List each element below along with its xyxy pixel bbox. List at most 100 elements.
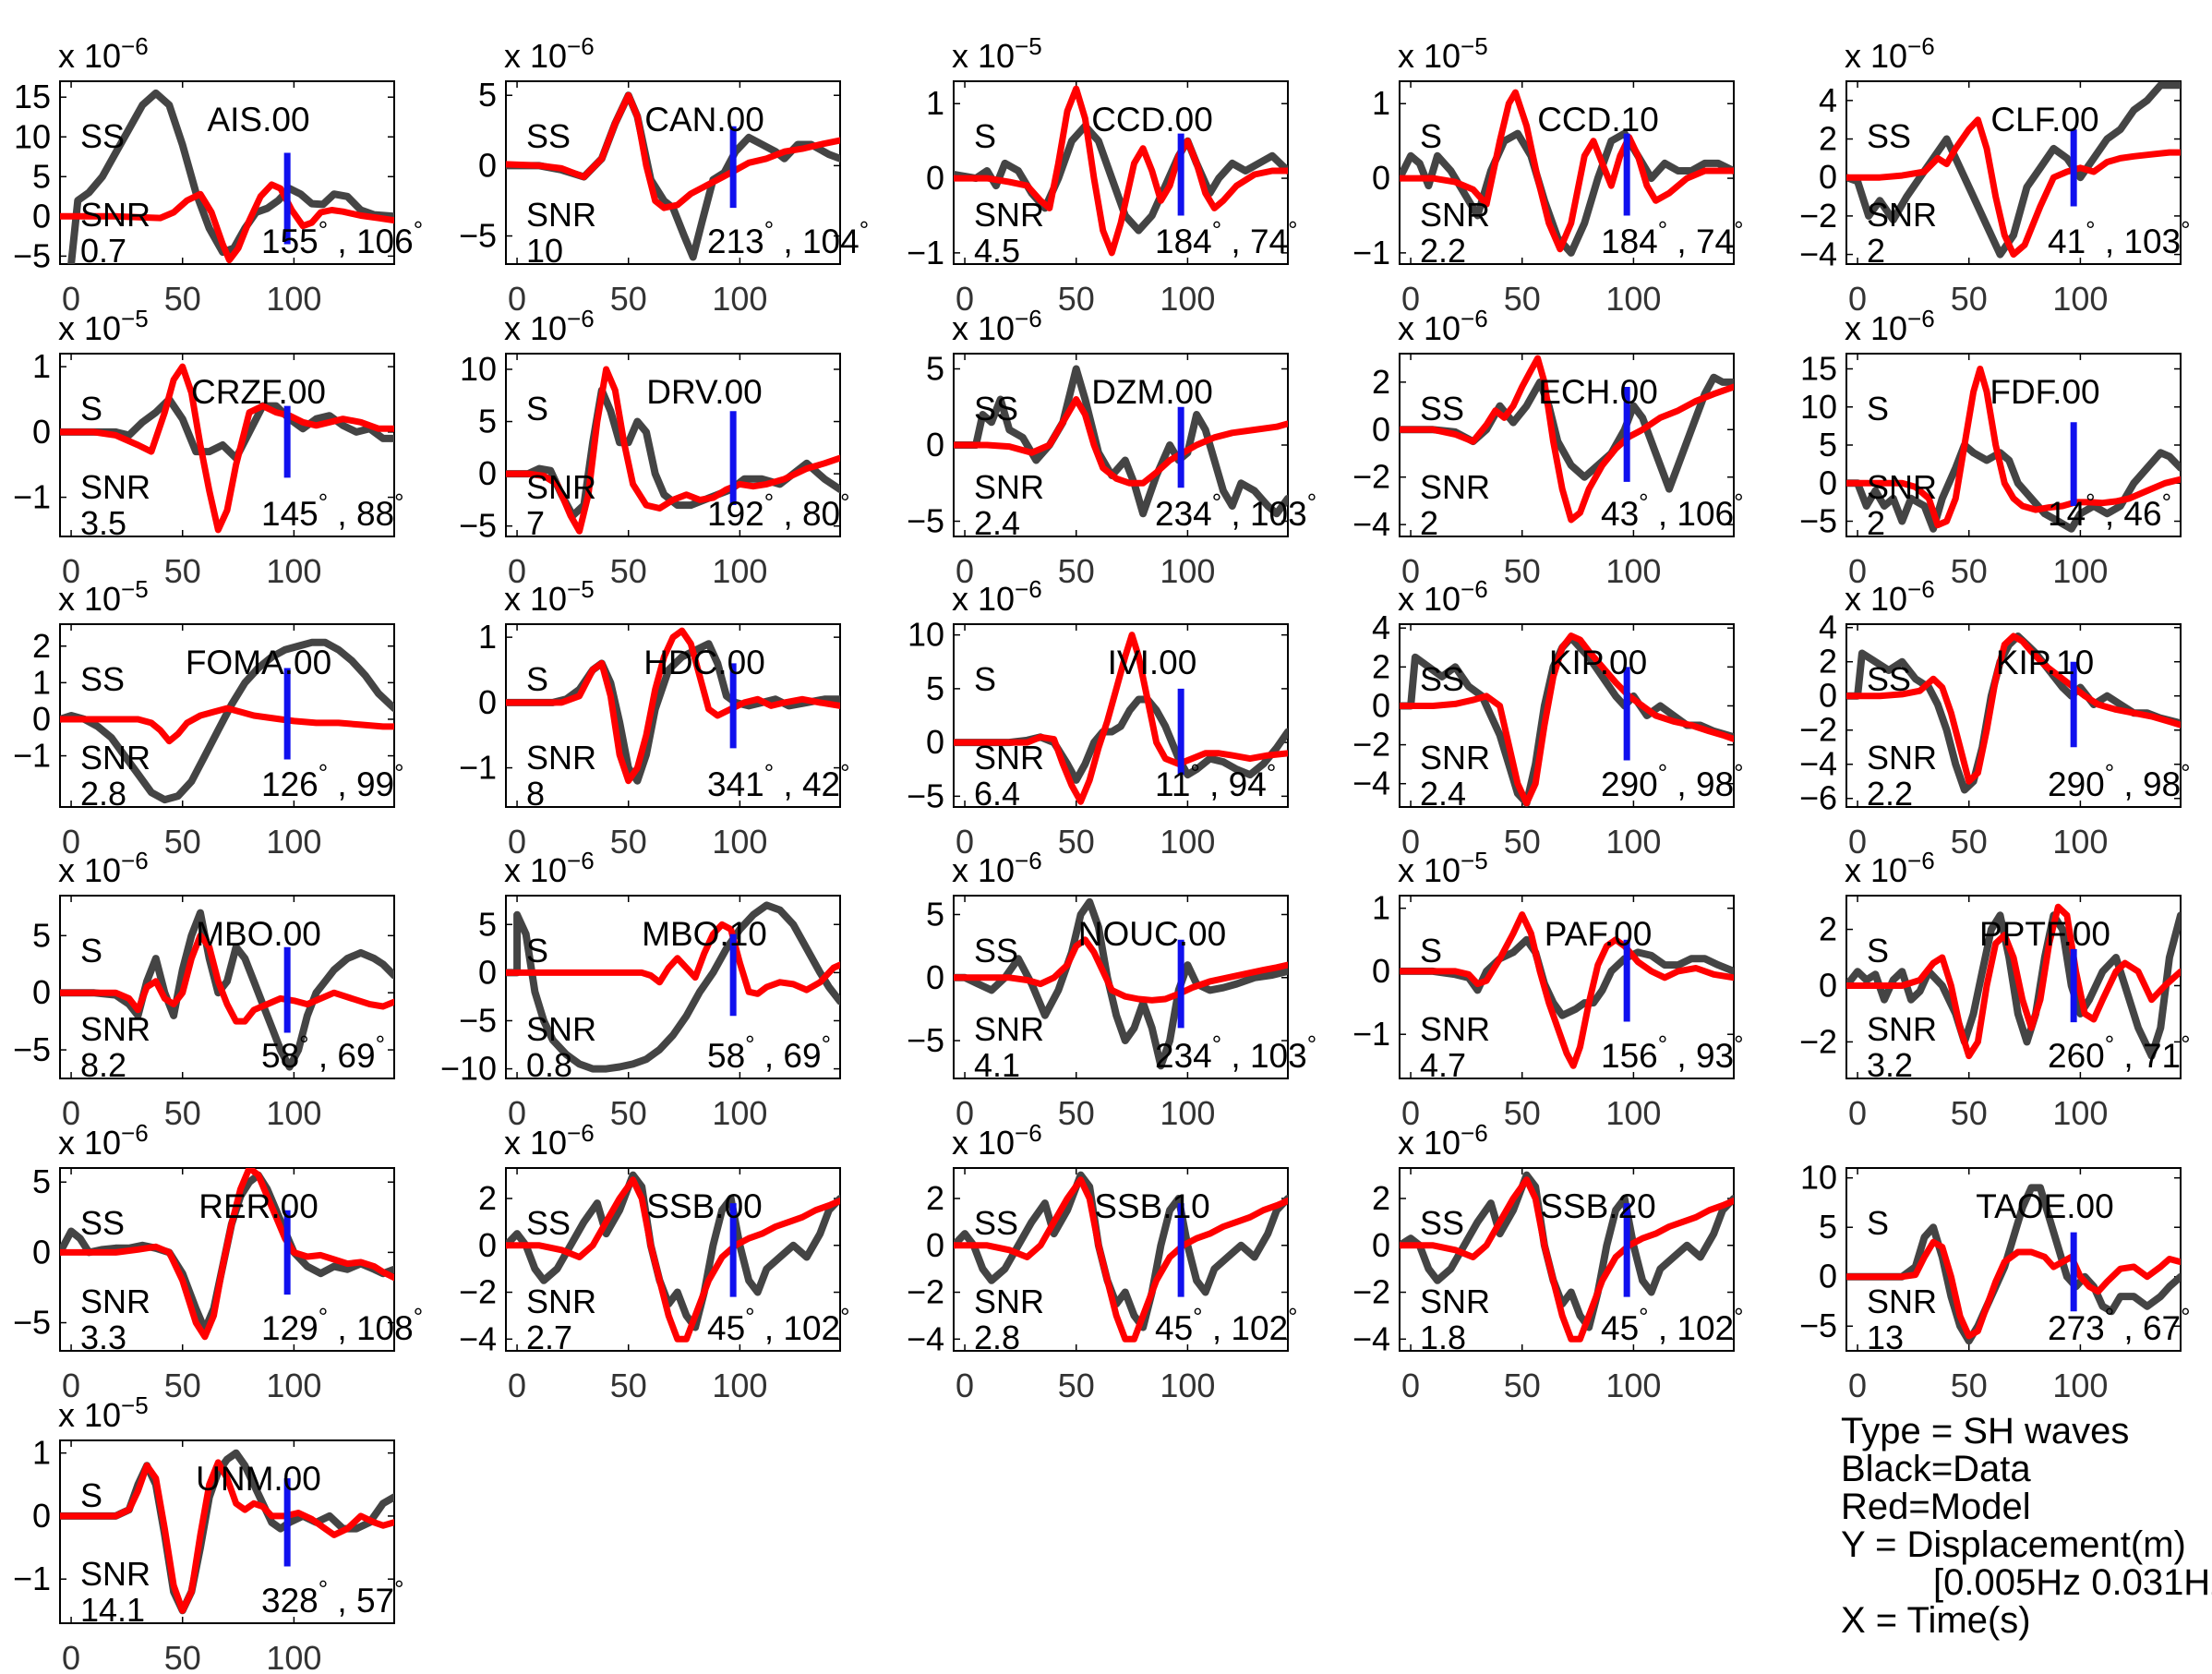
x-tick-label: 0 <box>1401 552 1420 590</box>
exponent-power: −6 <box>567 1119 595 1147</box>
y-tick-label: 0 <box>926 958 944 996</box>
model-trace <box>1846 632 2181 785</box>
station-label: KIP.10 <box>1996 644 2094 681</box>
snr-label: SNR <box>80 1010 150 1048</box>
model-trace <box>60 705 394 745</box>
y-tick-label: 15 <box>1800 350 1837 388</box>
angle-value: , 103 <box>1221 1037 1307 1075</box>
angle-value: , 69 <box>309 1037 376 1075</box>
model-trace <box>954 396 1288 487</box>
y-tick-label: 0 <box>1372 686 1390 724</box>
degree-symbol: ° <box>2181 759 2190 787</box>
exponent-power: −6 <box>121 847 149 874</box>
y-tick-label: 0 <box>478 683 497 721</box>
degree-symbol: ° <box>1658 759 1667 787</box>
x-tick-label: 0 <box>956 1094 974 1132</box>
y-tick-label: 1 <box>32 1434 51 1472</box>
x-tick-label: 0 <box>62 823 80 861</box>
exponent-power: −6 <box>1015 305 1042 332</box>
series-group <box>60 363 394 534</box>
y-tick-label: −4 <box>1799 745 1837 783</box>
exponent-power: −6 <box>567 32 595 60</box>
phase-label: S <box>1420 117 1442 155</box>
y-tick-label: 2 <box>1372 1179 1390 1217</box>
station-label: AIS.00 <box>207 101 309 138</box>
azimuth-distance-label: 58° , 69° <box>261 1030 385 1075</box>
phase-label: SS <box>1420 660 1464 698</box>
snr-value: 3.3 <box>80 1319 126 1356</box>
angle-value: 192 <box>707 495 764 533</box>
snr-value: 2.8 <box>974 1319 1020 1356</box>
snr-value: 2.2 <box>1420 232 1466 270</box>
y-tick-label: 0 <box>32 413 51 451</box>
exponent-label: x 10−5 <box>58 1391 149 1434</box>
snr-label: SNR <box>974 739 1044 777</box>
phase-label: S <box>1867 932 1889 969</box>
x-tick-label: 50 <box>1951 1094 1988 1132</box>
series-group <box>60 1168 394 1341</box>
y-tick-label: 2 <box>478 1179 497 1217</box>
axes-box <box>505 353 841 537</box>
x-tick-label: 100 <box>712 280 767 318</box>
y-tick-label: −10 <box>440 1050 497 1088</box>
degree-symbol: ° <box>394 488 403 516</box>
degree-symbol: ° <box>2086 216 2095 244</box>
snr-label: SNR <box>80 1555 150 1593</box>
y-tick-label: 5 <box>1819 1208 1837 1246</box>
exponent-base: x 10 <box>952 37 1015 75</box>
station-label: SSB.10 <box>1094 1187 1209 1225</box>
x-tick-label: 0 <box>62 1094 80 1132</box>
y-tick-label: −2 <box>1352 458 1390 496</box>
y-tick-label: −2 <box>1352 726 1390 764</box>
y-tick-label: 1 <box>1372 84 1390 122</box>
exponent-base: x 10 <box>952 309 1015 347</box>
y-tick-label: −2 <box>1799 197 1837 235</box>
x-tick-label: 0 <box>956 552 974 590</box>
snr-value: 14.1 <box>80 1591 145 1629</box>
x-tick-label: 50 <box>1058 552 1095 590</box>
degree-symbol: ° <box>1639 1303 1648 1331</box>
series-group <box>506 91 840 261</box>
y-tick-label: −1 <box>13 1560 51 1597</box>
x-tick-label: 50 <box>610 823 647 861</box>
model-trace <box>60 1168 394 1341</box>
legend-x-line: X = Time(s) <box>1841 1600 2031 1641</box>
exponent-base: x 10 <box>1845 851 1907 889</box>
angle-value: , 99 <box>328 765 394 803</box>
snr-value: 2.4 <box>1420 775 1466 813</box>
x-tick-label: 100 <box>1160 552 1215 590</box>
azimuth-distance-label: 43° , 106° <box>1601 488 1744 533</box>
y-tick-label: 1 <box>1372 889 1390 927</box>
degree-symbol: ° <box>1734 1303 1743 1331</box>
y-tick-label: 0 <box>32 973 51 1011</box>
model-trace <box>506 627 840 785</box>
snr-label: SNR <box>80 196 150 234</box>
y-tick-label: 5 <box>1819 426 1837 464</box>
degree-symbol: ° <box>1212 216 1221 244</box>
degree-symbol: ° <box>1190 759 1199 787</box>
x-tick-label: 0 <box>1848 280 1867 318</box>
y-tick-label: 15 <box>14 78 51 115</box>
snr-value: 4.7 <box>1420 1046 1466 1084</box>
y-tick-label: 5 <box>926 895 944 933</box>
snr-value: 1.8 <box>1420 1319 1466 1356</box>
y-tick-label: 0 <box>478 1226 497 1264</box>
y-tick-label: 1 <box>32 347 51 385</box>
x-tick-label: 100 <box>266 1094 321 1132</box>
axes-box <box>505 895 841 1079</box>
axes-box <box>59 1439 395 1624</box>
exponent-label: x 10−5 <box>1398 847 1488 889</box>
series-group <box>60 1449 394 1615</box>
degree-symbol: ° <box>414 1303 423 1331</box>
station-label: PAF.00 <box>1545 915 1653 953</box>
snr-label: SNR <box>1867 1283 1937 1320</box>
degree-symbol: ° <box>1193 1303 1202 1331</box>
series-group <box>60 89 394 264</box>
